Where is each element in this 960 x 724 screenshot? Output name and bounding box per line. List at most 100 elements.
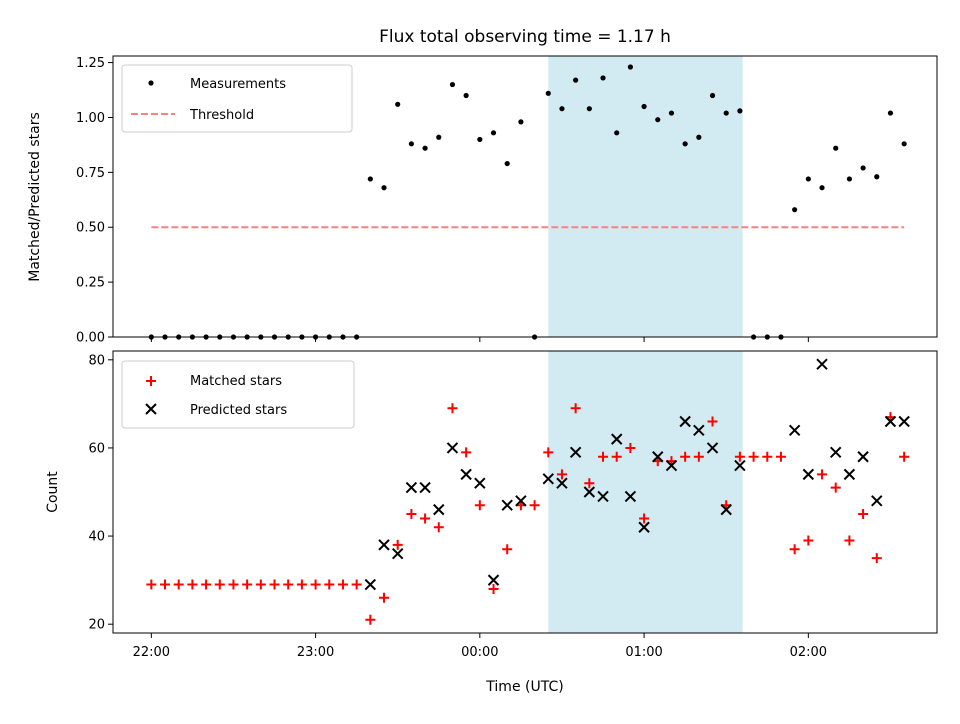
predicted-star-marker (364, 578, 377, 591)
predicted-star-marker (378, 539, 390, 551)
matched-star-marker (598, 451, 609, 462)
predicted-star-marker (556, 477, 568, 489)
predicted-star-marker (433, 503, 445, 516)
predicted-star-marker (611, 433, 623, 445)
matched-star-marker (324, 579, 335, 590)
matched-star-marker (474, 500, 485, 511)
predicted-stars-points (364, 358, 910, 591)
matched-star-marker (817, 469, 828, 480)
bottom-y-tick-label: 80 (88, 353, 105, 368)
matched-star-marker (488, 583, 499, 594)
legend-measurements-label: Measurements (190, 77, 286, 92)
predicted-star-marker (391, 547, 404, 560)
legend-predicted-marker (145, 403, 157, 415)
measurement-point (723, 110, 729, 116)
matched-star-marker (693, 451, 704, 462)
matched-star-marker (707, 416, 718, 427)
measurement-point (545, 90, 551, 96)
bottom-y-tick-label: 40 (88, 530, 105, 545)
matched-star-marker (228, 579, 239, 590)
measurement-point (504, 160, 510, 167)
matched-star-marker (871, 553, 882, 564)
measurement-point (860, 165, 866, 171)
predicted-star-marker (515, 495, 527, 507)
matched-star-marker (830, 482, 841, 493)
x-tick-label: 02:00 (790, 645, 827, 660)
matched-star-marker (337, 579, 348, 590)
measurement-point (559, 106, 565, 112)
predicted-star-marker (487, 574, 500, 586)
predicted-star-marker (884, 415, 897, 428)
predicted-star-marker (405, 481, 418, 494)
measurement-point (463, 92, 469, 99)
matched-star-marker (146, 579, 157, 590)
matched-star-marker (748, 451, 759, 462)
measurement-point (573, 77, 579, 83)
predicted-star-marker (569, 446, 582, 459)
predicted-star-marker (830, 446, 842, 459)
legend-matched-marker (146, 376, 156, 386)
measurement-point (477, 136, 483, 143)
matched-star-marker (392, 539, 403, 550)
matched-star-marker (255, 579, 266, 590)
matched-star-marker (639, 513, 650, 524)
measurement-point (819, 185, 825, 191)
legend-threshold-label: Threshold (189, 108, 254, 123)
predicted-star-marker (788, 424, 801, 437)
predicted-star-marker (802, 468, 815, 481)
matched-star-marker (803, 535, 814, 546)
top-y-tick-label: 0.00 (76, 331, 105, 346)
predicted-star-marker (542, 473, 554, 485)
predicted-star-marker (665, 459, 678, 472)
predicted-star-marker (474, 477, 486, 489)
matched-star-marker (310, 579, 321, 590)
matched-star-marker (447, 403, 458, 414)
measurement-point (449, 81, 456, 88)
measurement-point (395, 101, 401, 107)
matched-star-marker (173, 579, 184, 590)
predicted-star-marker (693, 424, 705, 437)
measurement-point (490, 130, 497, 136)
matched-star-marker (433, 522, 444, 533)
predicted-star-marker (638, 521, 650, 533)
predicted-star-marker (857, 451, 869, 463)
matched-star-marker (570, 403, 581, 414)
matched-star-marker (789, 544, 800, 555)
matched-star-marker (269, 579, 280, 590)
legend-matched-label: Matched stars (190, 374, 282, 389)
measurement-point (641, 103, 647, 110)
matched-star-marker (899, 451, 910, 462)
measurement-point (682, 141, 688, 147)
matched-star-marker (351, 579, 362, 590)
measurement-point (436, 134, 442, 140)
matched-star-marker (420, 513, 431, 524)
matched-star-marker (365, 614, 376, 625)
x-tick-label: 01:00 (625, 645, 662, 660)
top-axes-frame (112, 55, 938, 338)
measurement-point (668, 110, 675, 116)
matched-star-marker (556, 469, 567, 480)
measurement-point (887, 110, 894, 116)
measurement-point (367, 176, 373, 182)
measurement-point (737, 108, 743, 114)
bottom-x-ticks: 22:00 23:00 00:00 01:00 02:00 (133, 633, 827, 660)
measurement-point (408, 141, 414, 147)
matched-star-marker (858, 509, 869, 520)
matched-star-marker (543, 447, 554, 458)
bottom-axes-frame (112, 350, 938, 634)
bottom-legend: Matched stars Predicted stars (121, 360, 355, 429)
top-y-tick-label: 0.25 (76, 276, 105, 291)
predicted-star-marker (460, 468, 472, 481)
top-legend: Measurements Threshold (121, 64, 353, 133)
matched-star-marker (406, 509, 417, 520)
measurement-point (627, 64, 633, 70)
matched-star-marker (502, 544, 513, 555)
x-tick-label: 23:00 (297, 645, 334, 660)
matched-star-marker (529, 500, 540, 511)
matched-star-marker (611, 451, 622, 462)
matched-star-marker (461, 447, 472, 458)
measurement-point (805, 176, 811, 182)
predicted-star-marker (419, 481, 431, 494)
matched-star-marker (296, 579, 307, 590)
